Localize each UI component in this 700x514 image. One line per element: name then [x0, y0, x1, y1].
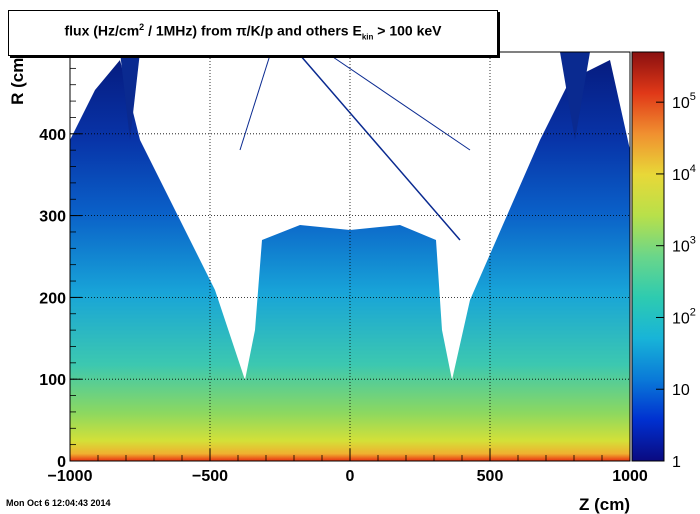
y-tick-label: 400 — [39, 127, 66, 144]
title-subscript: kin — [361, 32, 374, 42]
x-tick-label: −500 — [192, 468, 228, 485]
chart-title: flux (Hz/cm2 / 1MHz) from π/K/p and othe… — [9, 22, 497, 41]
title-part: > 100 keV — [373, 22, 442, 39]
colorbar-tick-label: 103 — [672, 235, 696, 256]
colorbar-exponent: 3 — [690, 235, 696, 247]
x-tick-label: −1000 — [48, 468, 93, 485]
colorbar-tick-label: 1 — [672, 454, 681, 471]
x-tick-label: 1000 — [612, 468, 648, 485]
x-tick-label: 500 — [477, 468, 504, 485]
y-tick-label: 100 — [39, 372, 66, 389]
y-tick-label: 300 — [39, 209, 66, 226]
colorbar-tick-label: 10 — [672, 382, 690, 399]
title-part: flux (Hz/cm — [64, 22, 140, 39]
colorbar — [632, 52, 664, 461]
title-box: flux (Hz/cm2 / 1MHz) from π/K/p and othe… — [8, 10, 498, 56]
title-superscript: 2 — [139, 22, 145, 32]
colorbar-frame — [631, 51, 665, 462]
x-tick-label: 0 — [346, 468, 355, 485]
heatmap-body — [70, 52, 630, 461]
colorbar-tick-label: 102 — [672, 306, 696, 327]
colorbar-exponent: 4 — [690, 163, 696, 175]
colorbar-tick-label: 104 — [672, 163, 696, 184]
title-part: / 1MHz) from π/K/p and others E — [144, 22, 362, 39]
x-axis-title: Z (cm) — [579, 495, 630, 514]
colorbar-ticks: 1 10 102 103 104 105 — [656, 91, 696, 471]
timestamp: Mon Oct 6 12:04:43 2014 — [6, 498, 111, 508]
y-tick-label: 0 — [57, 454, 66, 471]
colorbar-exponent: 5 — [690, 91, 696, 103]
y-tick-label: 200 — [39, 290, 66, 307]
colorbar-exponent: 2 — [690, 306, 696, 318]
colorbar-tick-label: 105 — [672, 91, 696, 112]
y-axis-title: R (cm) — [8, 52, 27, 105]
grid-lines — [70, 52, 630, 461]
